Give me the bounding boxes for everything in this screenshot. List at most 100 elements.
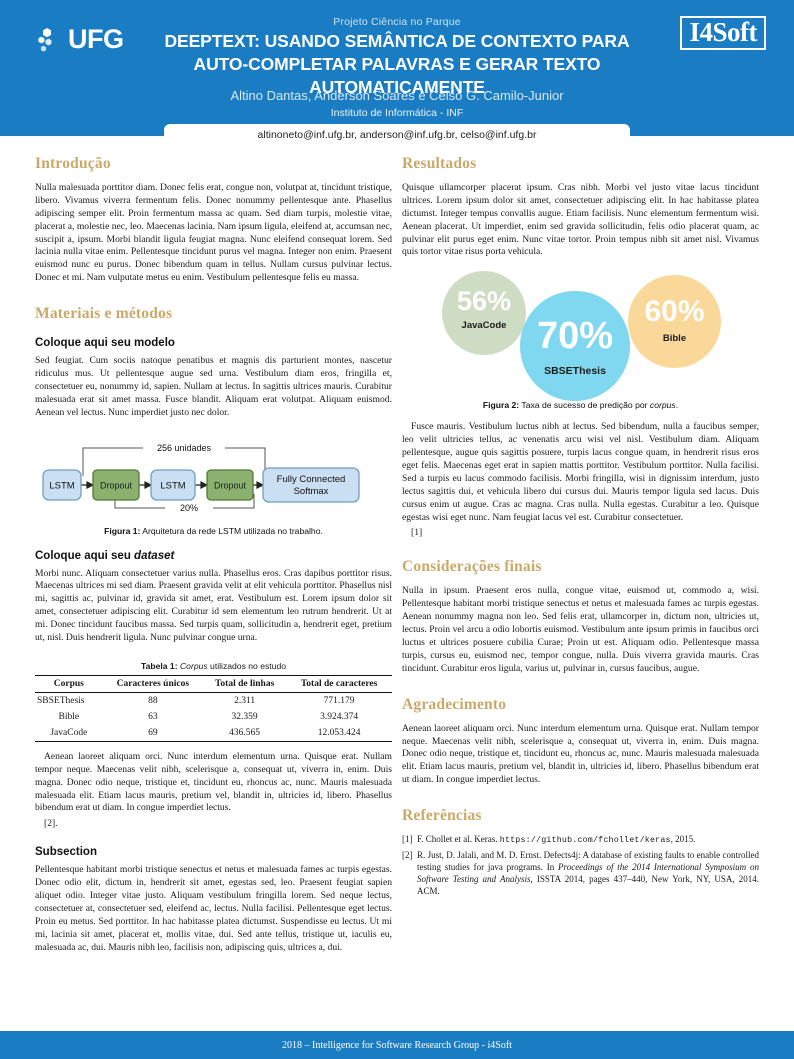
- table-row: Bible 63 32.359 3.924.374: [35, 709, 392, 725]
- agradecimento-body: Aenean laoreet aliquam orci. Nunc interd…: [402, 722, 759, 786]
- subheading-dataset-italic: dataset: [134, 549, 175, 562]
- i4soft-logo: I4Soft: [680, 16, 766, 50]
- node-dropout-1-box: [92, 468, 140, 501]
- bubble-javacode: 56% JavaCode: [442, 271, 526, 356]
- annotation-20-percent: 20%: [180, 503, 198, 513]
- node-fully-connected-label-line1: Fully Connected: [277, 474, 346, 485]
- figure-1-caption: Figura 1: Arquitetura da rede LSTM utili…: [35, 526, 392, 536]
- page-title: DEEPTEXT: USANDO SEMÂNTICA DE CONTEXTO P…: [110, 30, 684, 99]
- table-1-caption-italic: Corpus: [177, 660, 208, 671]
- top-bracket: [82, 447, 266, 476]
- subheading-coloque-modelo: Coloque aqui seu modelo: [35, 337, 175, 350]
- section-heading-introducao: Introdução: [35, 155, 111, 172]
- reference-2-text: R. Just, D. Jalali, and M. D. Ernst. Def…: [417, 850, 759, 898]
- institute-line: Instituto de Informática - INF: [330, 107, 464, 119]
- project-line: Projeto Ciência no Parque: [333, 16, 461, 28]
- cell-total-caracteres: 3.924.374: [320, 711, 359, 722]
- figure-1-lstm-architecture: 256 unidades 20% LSTM: [35, 432, 392, 536]
- reference-1-number: [1]: [402, 834, 413, 845]
- left-column: Introdução Nulla malesuada porttitor dia…: [35, 155, 392, 964]
- col-header-corpus: Corpus: [35, 674, 103, 693]
- bubble-sbsethesis-label: SBSEThesis: [544, 365, 606, 378]
- i4soft-logo-text: I4Soft: [689, 17, 757, 47]
- bubble-javacode-value: 56%: [456, 286, 512, 317]
- figure-2-caption-text: Taxa de sucesso de predição por: [519, 400, 650, 411]
- title-line-1: DEEPTEXT: USANDO SEMÂNTICA DE CONTEXTO P…: [164, 31, 630, 51]
- reference-1-pre: F. Chollet et al. Keras.: [417, 834, 500, 845]
- reference-1-text: F. Chollet et al. Keras. https://github.…: [417, 834, 759, 846]
- figure-2-caption-italic: corpus: [649, 400, 676, 411]
- cell-corpus: JavaCode: [35, 724, 103, 742]
- figure-2-caption-end: .: [675, 400, 679, 411]
- right-column: Resultados Quisque ullamcorper placerat …: [402, 155, 759, 964]
- after-table-body: Aenean laoreet aliquam orci. Nunc interd…: [35, 750, 392, 814]
- cell-total-linhas: 32.359: [231, 711, 258, 722]
- node-fully-connected-box: [262, 466, 360, 503]
- cell-corpus: Bible: [58, 711, 80, 722]
- figure-1-caption-text: Arquitetura da rede LSTM utilizada no tr…: [140, 525, 323, 536]
- reference-1-post: , 2015.: [670, 834, 696, 845]
- reference-2-number: [2]: [402, 850, 413, 861]
- col-header-total-caracteres: Total de caracteres: [286, 674, 392, 693]
- subsection-body: Pellentesque habitant morbi tristique se…: [35, 864, 392, 953]
- ufg-logo: UFG: [38, 26, 124, 53]
- after-table-citation: [2].: [44, 818, 58, 830]
- table-1-caption: Tabela 1: Corpus utilizados no estudo: [35, 661, 392, 671]
- poster-footer: 2018 – Intelligence for Software Researc…: [0, 1031, 794, 1059]
- authors-line: Altino Dantas, Anderson Soares e Celso G…: [230, 88, 564, 103]
- node-lstm-1-box: [42, 468, 82, 501]
- title-line-2: AUTO-COMPLETAR PALAVRAS E GERAR TEXTO AU…: [193, 54, 601, 98]
- table-header-row: Corpus Caracteres únicos Total de linhas…: [35, 674, 392, 693]
- node-dropout-2-label: Dropout: [214, 480, 247, 490]
- figure-2-caption-label: Figura 2:: [482, 400, 520, 411]
- section-heading-agradecimento: Agradecimento: [402, 695, 507, 713]
- col-header-caracteres-unicos: Caracteres únicos: [102, 674, 204, 693]
- section-heading-materiais-metodos: Materiais e métodos: [35, 305, 173, 323]
- poster-header: Projeto Ciência no Parque UFG I4Soft DEE…: [0, 0, 794, 146]
- node-lstm-2-box: [150, 468, 196, 501]
- reference-2-pre: R. Just, D. Jalali, and M. D. Ernst. Def…: [417, 850, 759, 873]
- cell-caracteres-unicos: 63: [148, 711, 158, 722]
- reference-2-post: , ISSTA 2014, pages 437–440, New York, N…: [417, 874, 759, 897]
- col-header-total-linhas: Total de linhas: [203, 674, 287, 693]
- table-1-caption-rest: utilizados no estudo: [207, 660, 287, 671]
- subheading-dataset-prefix: Coloque aqui seu: [35, 549, 135, 562]
- after-figure-2-body: Fusce mauris. Vestibulum luctus nibh at …: [402, 421, 759, 523]
- introducao-body: Nulla malesuada porttitor diam. Donec fe…: [35, 182, 392, 284]
- node-dropout-2-box: [206, 468, 254, 501]
- section-heading-consideracoes-finais: Considerações finais: [402, 558, 542, 576]
- node-lstm-2-label: LSTM: [160, 480, 185, 491]
- subheading-coloque-dataset: Coloque aqui seu dataset: [35, 550, 392, 562]
- cell-corpus: SBSEThesis: [37, 695, 85, 706]
- reference-1-url[interactable]: https://github.com/fchollet/keras: [499, 836, 671, 846]
- annotation-256-unidades: 256 unidades: [157, 443, 212, 453]
- bubble-sbsethesis-value: 70%: [536, 315, 614, 358]
- corpus-table: Corpus Caracteres únicos Total de linhas…: [35, 674, 392, 742]
- footer-text: 2018 – Intelligence for Software Researc…: [282, 1039, 512, 1051]
- node-dropout-1-label: Dropout: [100, 480, 133, 490]
- ufg-logo-text: UFG: [68, 24, 124, 54]
- bubble-javacode-label: JavaCode: [461, 320, 507, 332]
- figure-2-caption: Figura 2: Taxa de sucesso de predição po…: [402, 400, 759, 410]
- reference-item-1: [1] F. Chollet et al. Keras. https://git…: [402, 834, 759, 846]
- section-heading-resultados: Resultados: [402, 155, 477, 172]
- cell-caracteres-unicos: 88: [148, 695, 158, 706]
- reference-item-2: [2] R. Just, D. Jalali, and M. D. Ernst.…: [402, 850, 759, 898]
- cell-total-caracteres: 12.053.424: [286, 724, 392, 742]
- reference-2-italic: Proceedings of the 2014 International Sy…: [417, 862, 759, 885]
- bubble-sbsethesis: 70% SBSEThesis: [520, 291, 630, 402]
- subheading-subsection: Subsection: [35, 846, 97, 859]
- node-fully-connected-label-line2: Softmax: [294, 486, 329, 497]
- cell-caracteres-unicos: 69: [102, 724, 204, 742]
- poster-body: Introdução Nulla malesuada porttitor dia…: [0, 155, 794, 964]
- after-figure-2-citation: [1]: [411, 527, 423, 539]
- contact-emails-text: altinoneto@inf.ufg.br, anderson@inf.ufg.…: [257, 129, 537, 141]
- cell-total-linhas: 436.565: [203, 724, 287, 742]
- dataset-body: Morbi nunc. Aliquam consectetuer varius …: [35, 567, 392, 644]
- figure-2-bubble-chart: 56% JavaCode 60% Bible 70% SBSEThesis: [402, 269, 759, 402]
- bubble-bible-label: Bible: [662, 333, 687, 345]
- modelo-body: Sed feugiat. Cum sociis natoque penatibu…: [35, 355, 392, 418]
- bubble-bible-value: 60%: [644, 295, 705, 329]
- section-heading-referencias: Referências: [402, 807, 482, 825]
- table-row: JavaCode 69 436.565 12.053.424: [35, 724, 392, 742]
